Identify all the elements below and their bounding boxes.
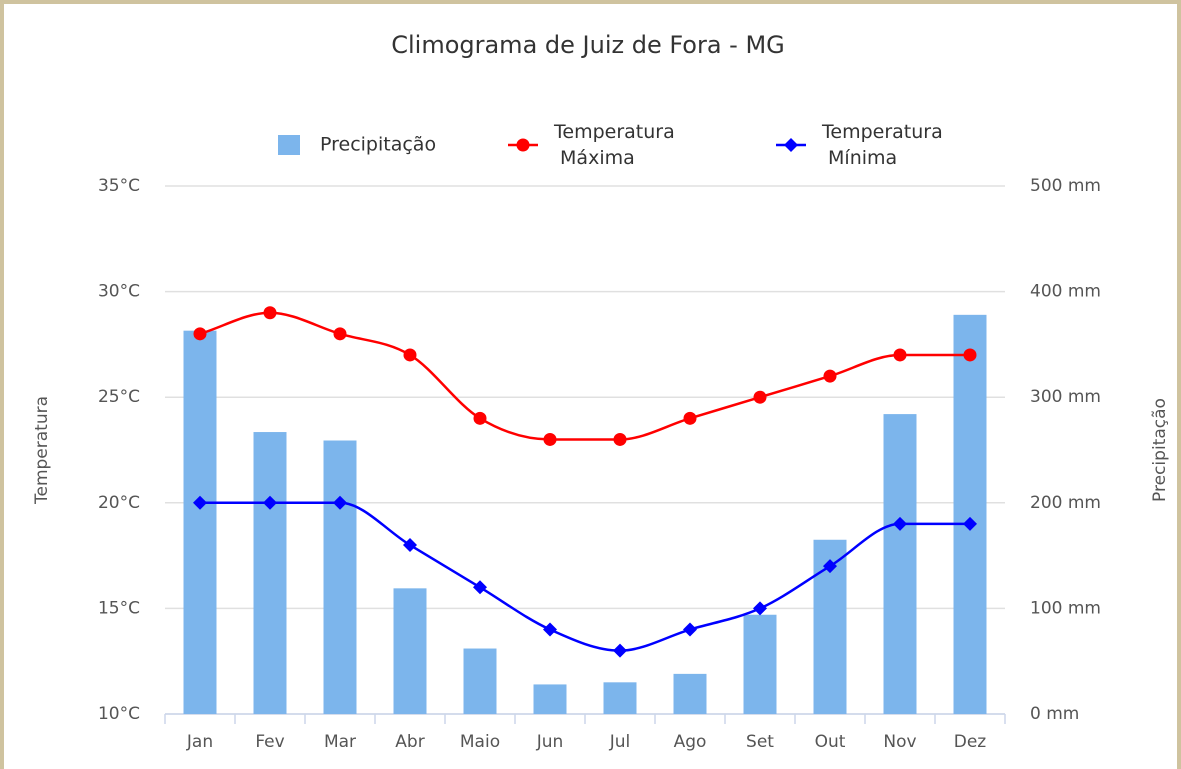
point — [543, 622, 557, 637]
legend-marker — [784, 138, 798, 152]
line — [200, 501, 970, 652]
y2-tick-label: 0 mm — [1030, 704, 1079, 724]
x-tick-label: Jan — [186, 732, 213, 752]
x-tick-label: Out — [815, 732, 846, 752]
x-tick-label: Mar — [324, 732, 356, 752]
point — [823, 559, 837, 574]
bar — [673, 673, 707, 714]
point — [893, 516, 907, 531]
bar — [953, 314, 987, 714]
point — [823, 369, 837, 383]
bar — [883, 414, 917, 714]
y2-axis-title: Precipitação — [1150, 398, 1170, 502]
point — [683, 622, 697, 637]
point — [893, 348, 907, 362]
point — [683, 411, 697, 425]
legend-label: Temperatura Mínima — [821, 121, 943, 169]
bar — [183, 330, 217, 714]
y-axis-title: Temperatura — [32, 396, 52, 505]
point — [193, 495, 207, 510]
point — [263, 495, 277, 510]
point — [963, 348, 977, 362]
y-tick-label: 25°C — [98, 387, 140, 407]
y-tick-label: 10°C — [98, 704, 140, 724]
point — [403, 348, 417, 362]
x-tick-label: Nov — [883, 732, 916, 752]
y-tick-label: 15°C — [98, 598, 140, 618]
y2-tick-label: 400 mm — [1030, 282, 1101, 302]
y2-tick-label: 500 mm — [1030, 176, 1101, 196]
point — [403, 538, 417, 553]
bar — [393, 588, 427, 714]
x-tick-label: Fev — [255, 732, 284, 752]
y2-tick-label: 300 mm — [1030, 387, 1101, 407]
x-tick-label: Jul — [609, 732, 631, 752]
point — [613, 432, 627, 446]
chart-title: Climograma de Juiz de Fora - MG — [391, 31, 785, 59]
point — [333, 495, 347, 510]
point — [753, 601, 767, 616]
point — [543, 432, 557, 446]
x-tick-label: Maio — [460, 732, 500, 752]
point — [613, 643, 627, 658]
y2-tick-label: 200 mm — [1030, 493, 1101, 513]
x-tick-label: Abr — [395, 732, 424, 752]
bar — [603, 682, 637, 714]
y-tick-label: 20°C — [98, 493, 140, 513]
line — [199, 311, 970, 441]
bar — [253, 432, 287, 714]
legend-marker — [516, 138, 530, 152]
y-tick-label: 35°C — [98, 176, 140, 196]
point — [753, 390, 767, 404]
bar — [743, 614, 777, 714]
point — [193, 327, 207, 341]
bar — [323, 440, 357, 714]
x-tick-label: Ago — [674, 732, 707, 752]
y-tick-label: 30°C — [98, 282, 140, 302]
x-tick-label: Jun — [536, 732, 564, 752]
bar — [533, 684, 567, 714]
x-tick-label: Dez — [954, 732, 987, 752]
legend-swatch — [278, 135, 300, 155]
legend-label: Temperatura Máxima — [553, 121, 675, 169]
bar — [463, 648, 497, 714]
point — [473, 411, 487, 425]
point — [263, 306, 277, 320]
y2-tick-label: 100 mm — [1030, 598, 1101, 618]
point — [333, 327, 347, 341]
point — [473, 580, 487, 595]
legend-label: Precipitação — [320, 134, 436, 156]
point — [963, 516, 977, 531]
x-tick-label: Set — [746, 732, 774, 752]
